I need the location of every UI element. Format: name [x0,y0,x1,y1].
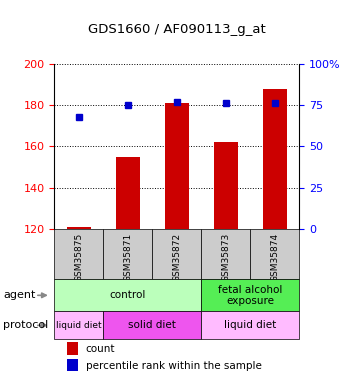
Text: GSM35874: GSM35874 [270,233,279,282]
Bar [152,229,201,279]
Bar [54,279,201,311]
Text: fetal alcohol
exposure: fetal alcohol exposure [218,285,282,306]
Text: GSM35872: GSM35872 [172,233,181,282]
Bar [66,358,78,371]
Text: solid diet: solid diet [128,320,176,330]
Text: count: count [86,344,115,354]
Bar [54,229,103,279]
Text: GSM35875: GSM35875 [74,233,83,282]
Text: GSM35871: GSM35871 [123,233,132,282]
Bar [164,103,189,229]
Bar [201,311,299,339]
Bar [103,311,201,339]
Bar [54,311,103,339]
Bar [66,226,91,229]
Bar [103,229,152,279]
Bar [214,142,238,229]
Text: agent: agent [4,290,36,300]
Bar [201,279,299,311]
Bar [250,229,299,279]
Text: control: control [110,290,146,300]
Bar [201,229,250,279]
Text: percentile rank within the sample: percentile rank within the sample [86,361,261,371]
Text: GDS1660 / AF090113_g_at: GDS1660 / AF090113_g_at [88,22,266,36]
Bar [66,342,78,355]
Bar [116,157,140,229]
Bar [262,88,287,229]
Text: liquid diet: liquid diet [224,320,276,330]
Text: liquid diet: liquid diet [56,321,102,330]
Text: protocol: protocol [4,320,49,330]
Text: GSM35873: GSM35873 [221,233,230,282]
